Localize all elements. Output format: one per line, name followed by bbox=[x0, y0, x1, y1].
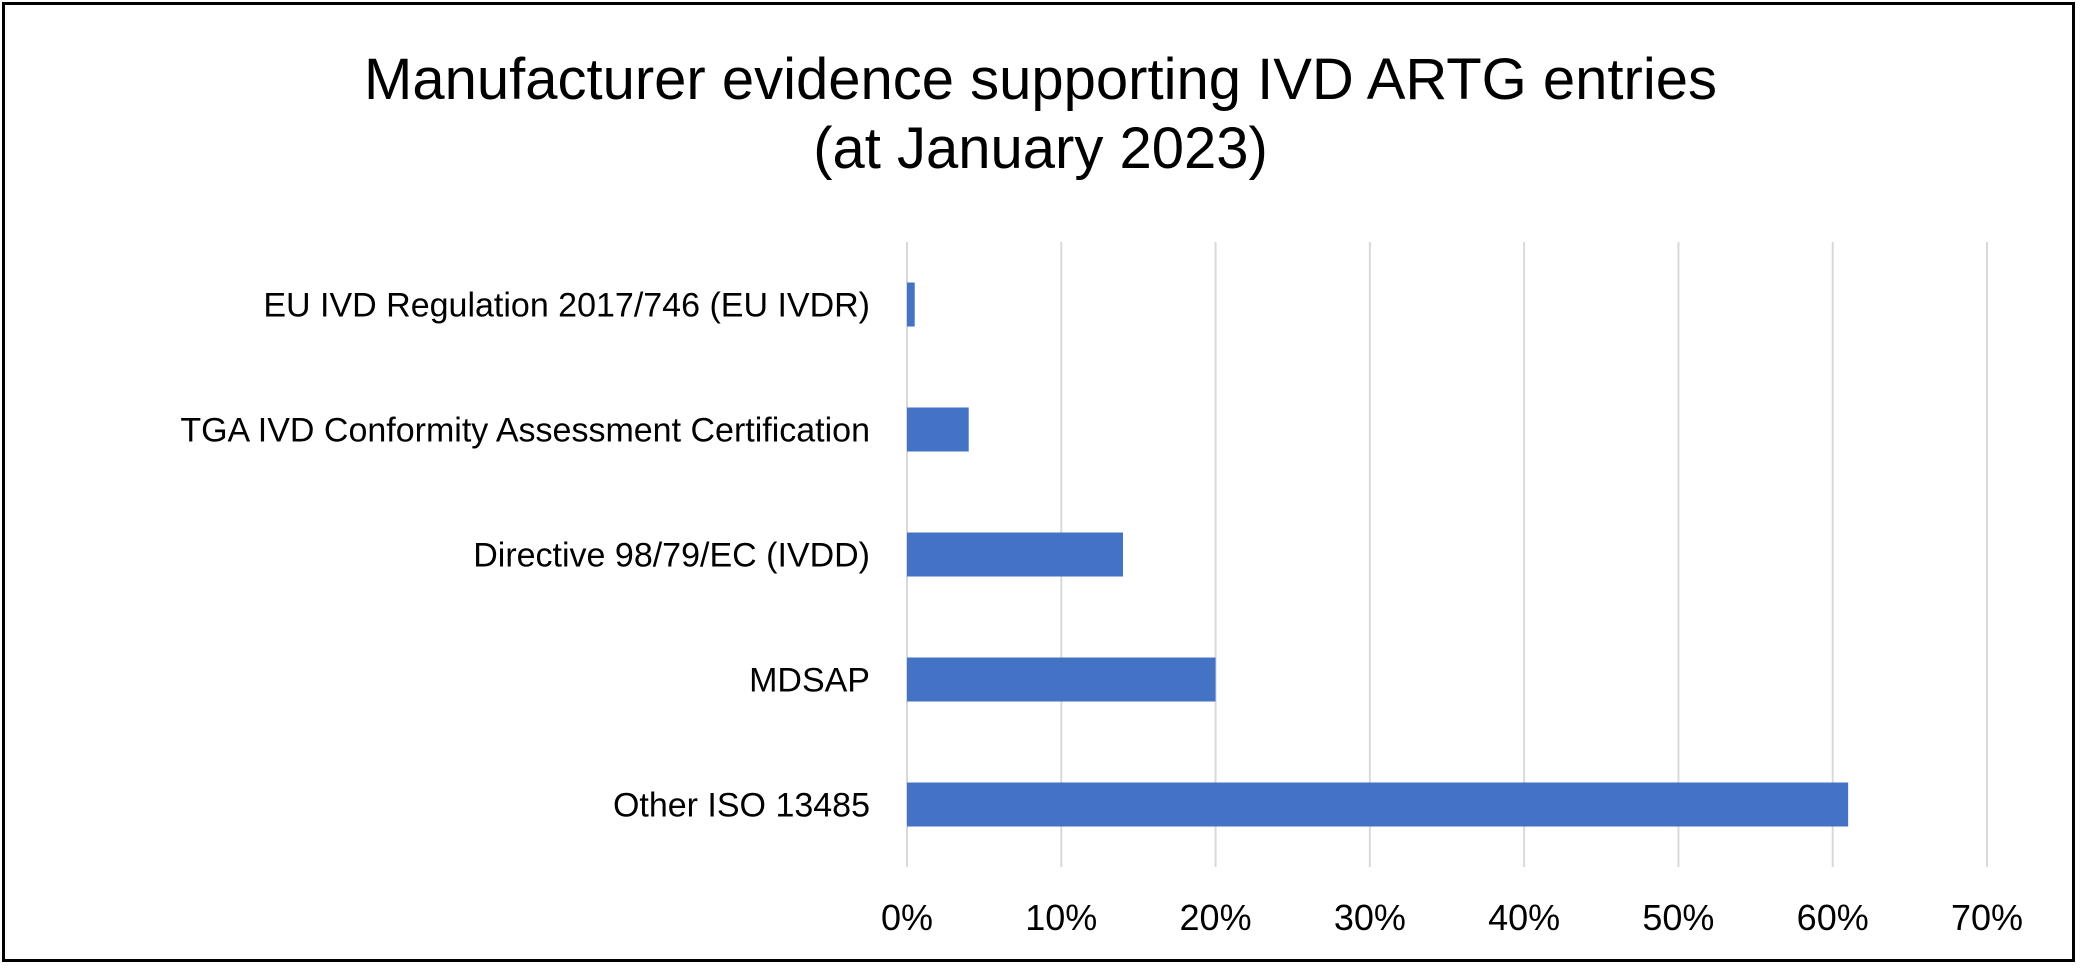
category-label: EU IVD Regulation 2017/746 (EU IVDR) bbox=[263, 287, 870, 325]
bar bbox=[907, 657, 1216, 702]
x-tick-label: 60% bbox=[1797, 897, 1869, 938]
x-tick-label: 0% bbox=[881, 897, 933, 938]
x-tick-label: 70% bbox=[1951, 897, 2023, 938]
category-label: Other ISO 13485 bbox=[613, 787, 870, 825]
x-tick-label: 10% bbox=[1025, 897, 1097, 938]
category-label: MDSAP bbox=[749, 662, 870, 700]
x-tick-label: 20% bbox=[1180, 897, 1252, 938]
bar bbox=[907, 282, 915, 327]
category-label: TGA IVD Conformity Assessment Certificat… bbox=[180, 412, 870, 450]
bar bbox=[907, 782, 1849, 827]
chart-title-line-2: (at January 2023) bbox=[813, 116, 1268, 181]
category-label: Directive 98/79/EC (IVDD) bbox=[473, 537, 870, 575]
x-tick-label: 30% bbox=[1334, 897, 1406, 938]
chart-title-line-1: Manufacturer evidence supporting IVD ART… bbox=[364, 47, 1717, 112]
x-tick-label: 40% bbox=[1488, 897, 1560, 938]
bar bbox=[907, 532, 1123, 577]
x-tick-label: 50% bbox=[1642, 897, 1714, 938]
bar bbox=[907, 407, 969, 452]
